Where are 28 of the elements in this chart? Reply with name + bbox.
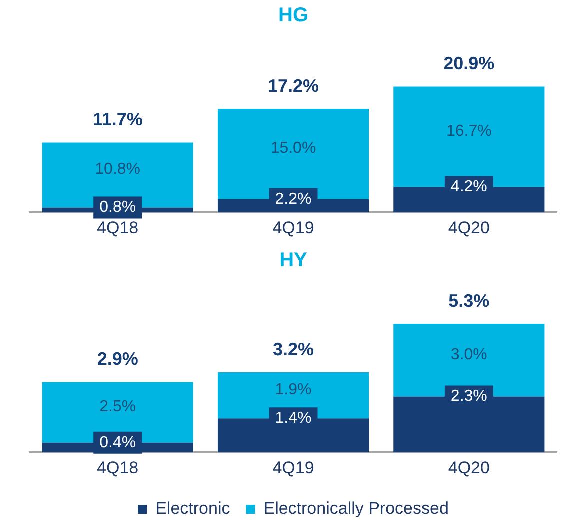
data-label: 10.8% — [95, 161, 141, 178]
data-label: 16.7% — [446, 122, 492, 140]
data-label: 0.4% — [100, 434, 136, 452]
x-tick-label: 4Q20 — [448, 458, 490, 478]
total-label: 11.7% — [92, 110, 143, 130]
data-label: 4.2% — [450, 178, 488, 196]
total-label: 3.2% — [272, 339, 314, 360]
total-label: 20.9% — [444, 54, 495, 74]
total-label: 17.2% — [268, 76, 320, 96]
data-label: 2.5% — [100, 398, 136, 416]
legend-label: Electronically Processed — [264, 499, 449, 518]
x-tick-label: 4Q19 — [272, 218, 314, 238]
x-tick-label: 4Q20 — [448, 218, 490, 238]
x-tick-label: 4Q18 — [97, 458, 139, 478]
data-label: 15.0% — [270, 140, 316, 158]
data-label: 1.9% — [275, 381, 312, 398]
data-label: 0.8% — [100, 199, 136, 216]
data-label: 1.4% — [275, 410, 312, 428]
x-tick-label: 4Q18 — [97, 218, 139, 238]
x-tick-label: 4Q19 — [272, 458, 314, 478]
total-label: 2.9% — [97, 349, 138, 370]
chart-title: HY — [280, 250, 308, 272]
data-label: 2.2% — [275, 190, 312, 208]
chart-title: HG — [278, 4, 308, 27]
data-label: 3.0% — [450, 346, 488, 364]
data-label: 2.3% — [450, 388, 488, 406]
legend-label: Electronic — [156, 499, 231, 518]
total-label: 5.3% — [448, 290, 490, 311]
